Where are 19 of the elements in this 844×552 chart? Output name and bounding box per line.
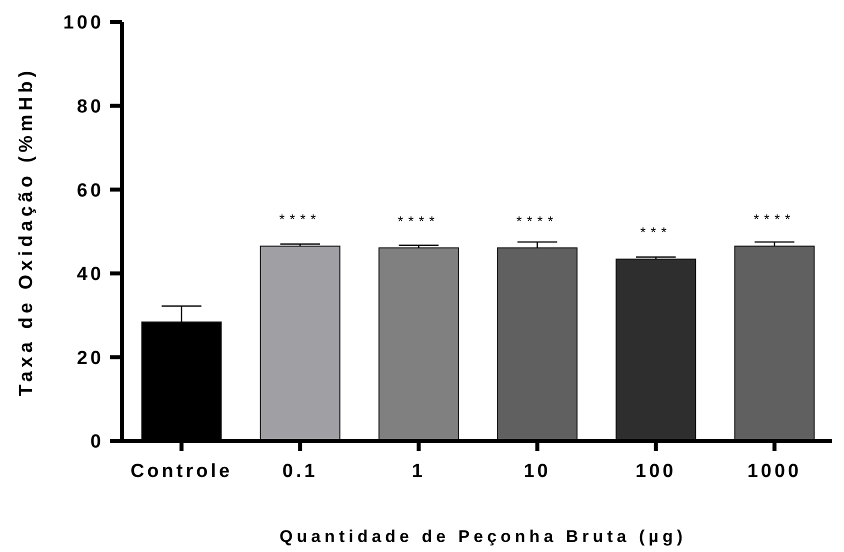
y-tick-label: 100 <box>63 12 104 34</box>
y-tick-label: 0 <box>90 432 104 453</box>
annotation: **** <box>516 212 558 229</box>
y-tick-label: 80 <box>76 96 104 118</box>
y-tick-label: 40 <box>76 264 104 286</box>
x-tick-label: Controle <box>130 461 233 482</box>
annotation: **** <box>279 211 322 228</box>
annotation: **** <box>754 211 796 228</box>
x-tick-label: 10 <box>524 461 551 482</box>
x-tick-label: 100 <box>636 461 676 482</box>
x-tick-label: 0.1 <box>282 461 318 482</box>
y-axis-title: Taxa de Oxidação (%mHb) <box>16 66 37 396</box>
annotation: *** <box>640 224 672 240</box>
x-axis-title: Quantidade de Peçonha Bruta (µg) <box>280 527 686 546</box>
x-tick-label: 1 <box>412 461 426 482</box>
y-tick-label: 20 <box>76 348 104 369</box>
x-tick-label: 1000 <box>747 461 802 482</box>
y-tick-label: 60 <box>76 180 104 202</box>
annotation: **** <box>398 212 440 229</box>
